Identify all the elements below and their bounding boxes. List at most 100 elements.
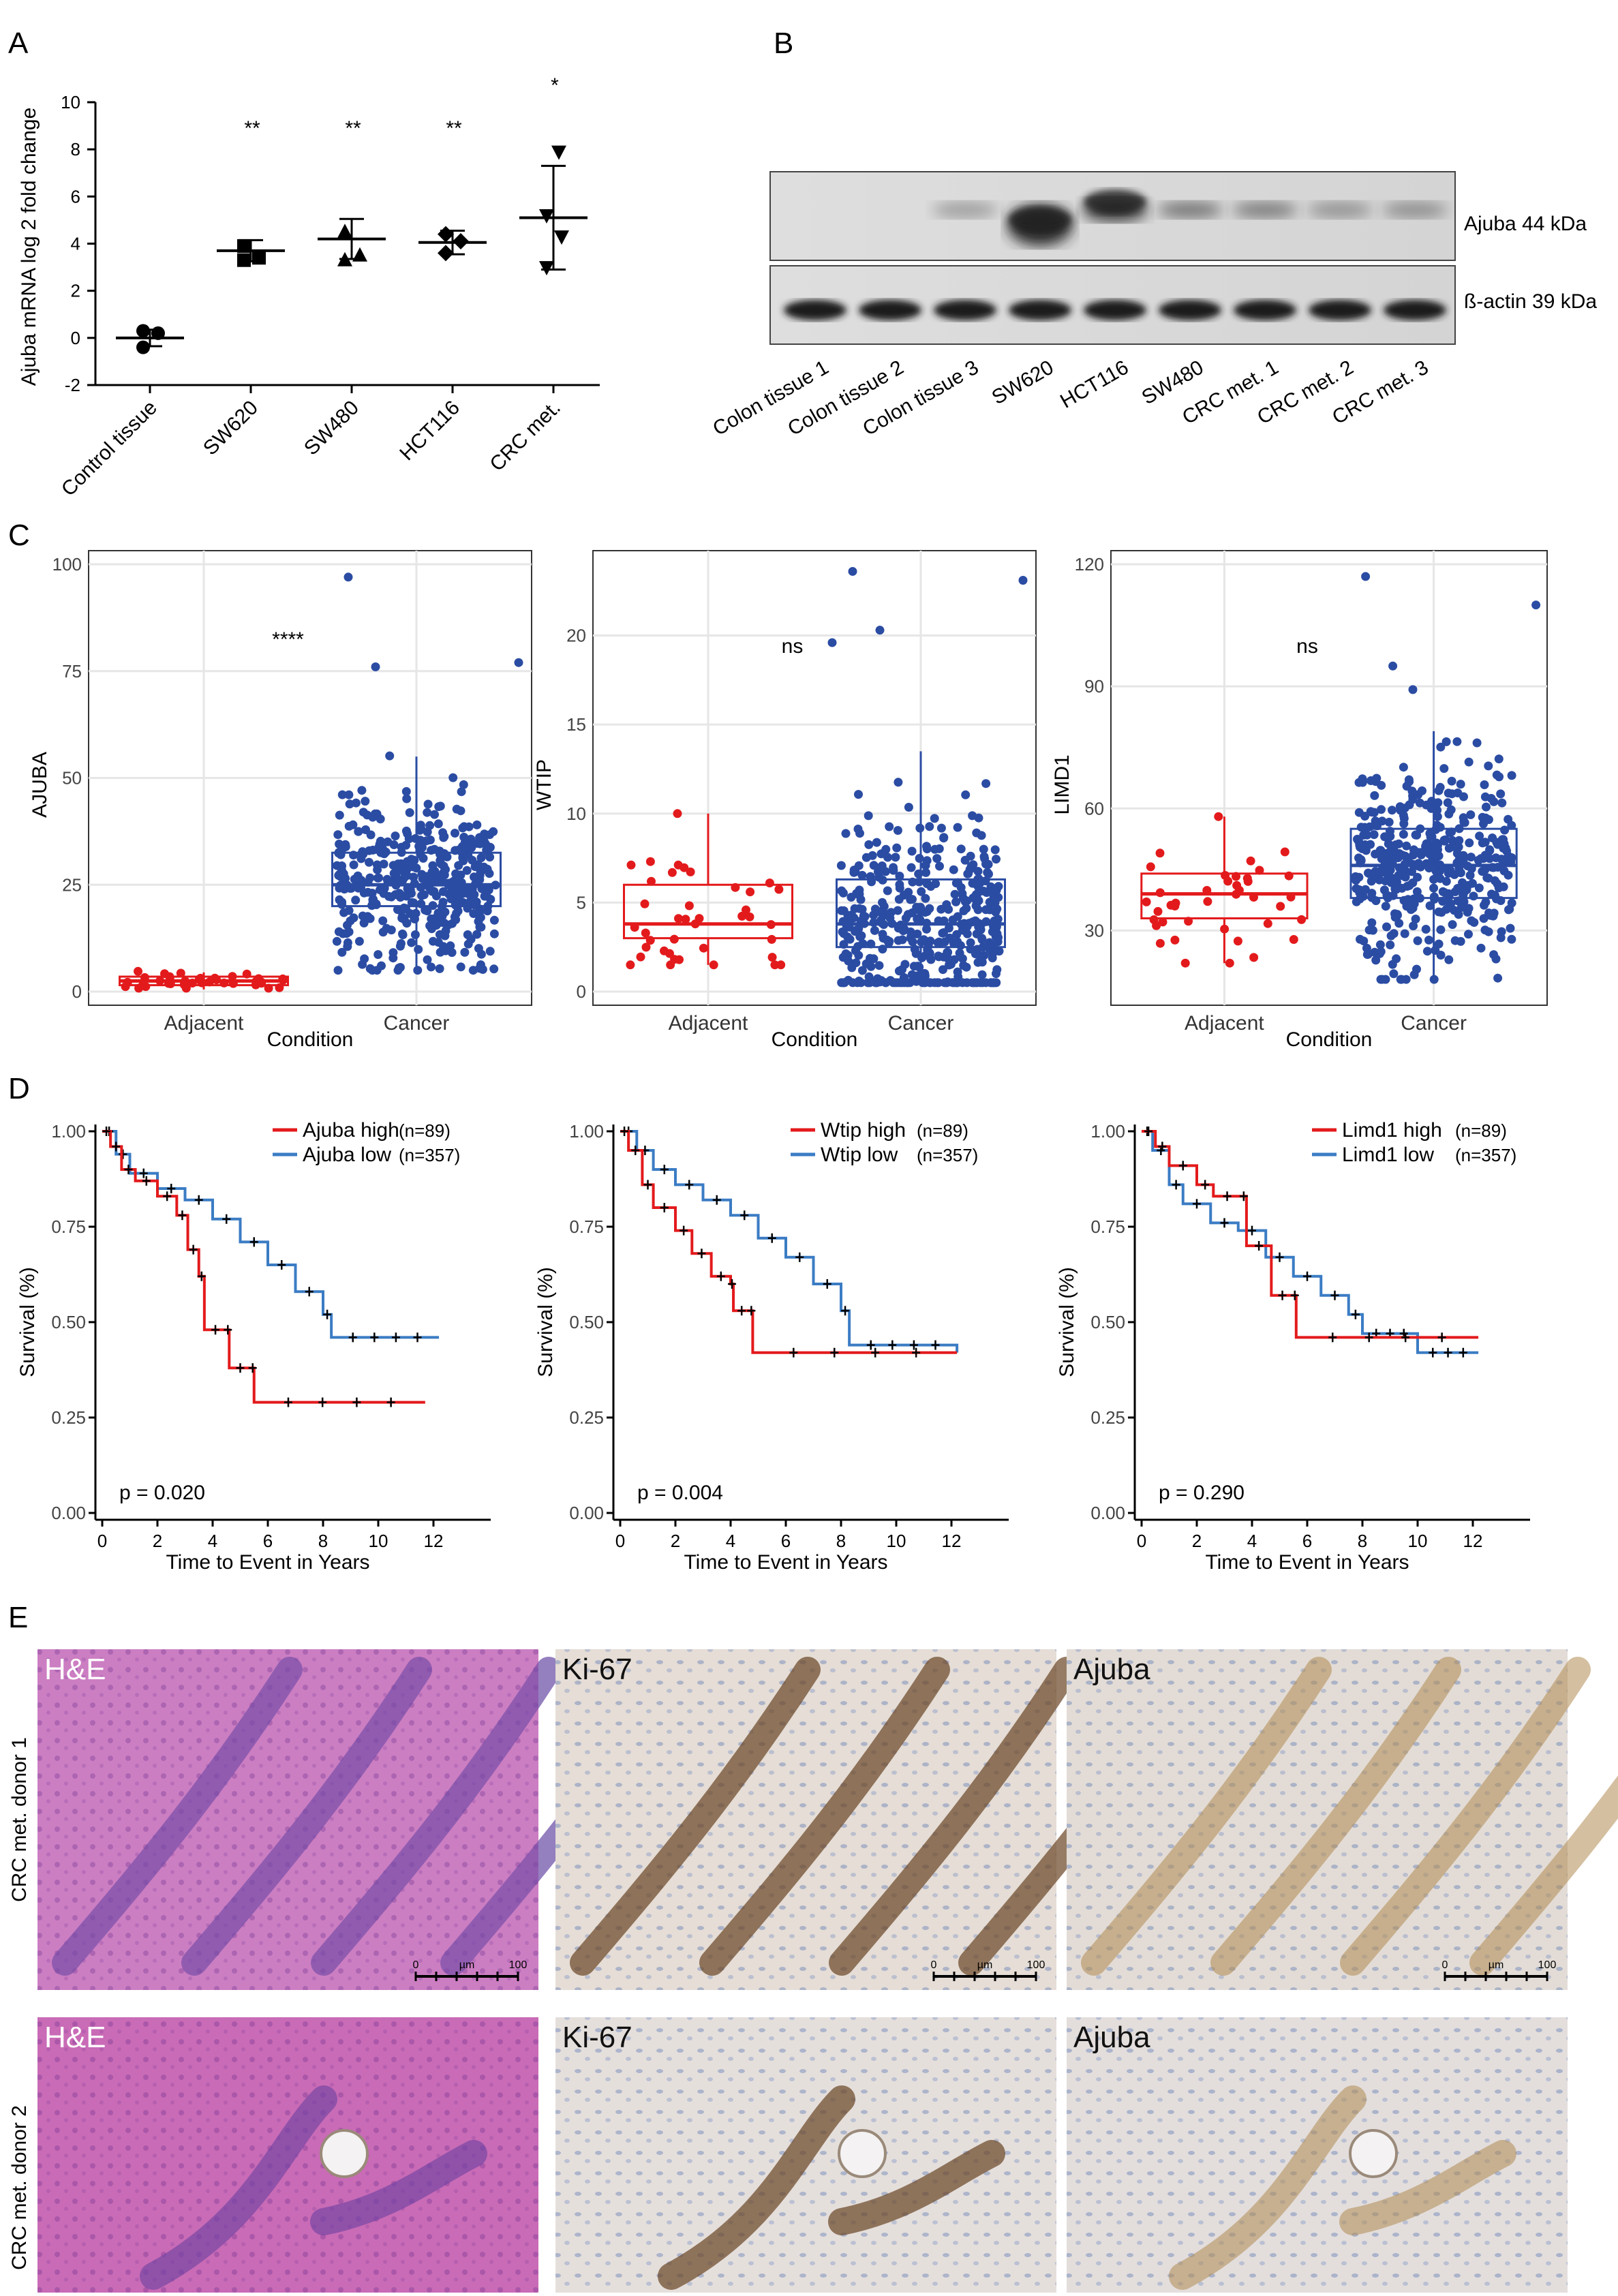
panel-c-point	[939, 833, 949, 843]
panel-c-point	[1484, 761, 1493, 771]
blot-label-actin: ß-actin 39 kDa	[1464, 290, 1597, 313]
panel-d-legend-low: Limd1 low	[1342, 1144, 1434, 1166]
panel-c-point	[1489, 908, 1499, 918]
panel-c-point	[977, 935, 987, 945]
panel-c-point	[1480, 792, 1490, 801]
panel-c-point	[402, 919, 412, 928]
panel-c-y-tick-label: 5	[577, 892, 586, 913]
panel-c-point	[893, 826, 902, 835]
panel-c-outlier	[1018, 576, 1028, 585]
panel-d-x-tick-label: 8	[1358, 1531, 1367, 1551]
panel-c-point	[1494, 883, 1503, 893]
panel-c-point	[1394, 849, 1404, 858]
panel-c-point	[1297, 915, 1307, 924]
panel-e-stain-label: Ajuba	[1073, 1653, 1150, 1686]
panel-d-x-label: Time to Event in Years	[684, 1551, 887, 1574]
panel-d-y-tick-label: 0.25	[1090, 1407, 1125, 1428]
panel-d-y-tick-label: 0.50	[569, 1312, 604, 1332]
panel-d-legend-low: Ajuba low	[303, 1144, 391, 1166]
panel-c-point	[977, 970, 987, 979]
blot-band-actin	[1084, 300, 1146, 320]
panel-d-censor-mark	[163, 1191, 172, 1201]
panel-e-lumen	[1349, 2129, 1398, 2178]
panel-d-censor-mark	[248, 1363, 257, 1373]
panel-c-point	[1354, 872, 1364, 882]
panel-c-point	[414, 945, 423, 954]
panel-c-point	[1356, 934, 1364, 944]
panel-d-y-label: Survival (%)	[534, 1267, 557, 1377]
panel-d-censor-mark	[660, 1203, 669, 1212]
panel-c-point	[1439, 764, 1449, 774]
panel-a-point	[438, 226, 454, 243]
panel-d-x-tick-label: 2	[153, 1531, 162, 1551]
panel-e-image-0-0: H&E 0 µm 100	[37, 1649, 691, 1990]
panel-c-point	[439, 861, 448, 871]
panel-d-censor-mark	[178, 1210, 187, 1221]
panel-c-point	[1392, 885, 1401, 894]
panel-c-point	[1371, 849, 1380, 859]
panel-d-censor-mark	[795, 1252, 804, 1262]
panel-c-point	[853, 825, 863, 833]
panel-c-y-tick-label: 90	[1084, 676, 1104, 697]
panel-d-x-tick-label: 4	[1247, 1531, 1257, 1551]
panel-c-point	[397, 842, 406, 852]
panel-c-point	[953, 823, 962, 832]
panel-c-point	[1434, 851, 1444, 861]
panel-c-point	[431, 891, 441, 901]
panel-c-point	[948, 915, 958, 925]
panel-d-censor-mark	[102, 1127, 111, 1136]
panel-e-stroma-tint	[37, 1649, 538, 1990]
panel-d-censor-mark	[1444, 1347, 1452, 1358]
panel-c-point	[1399, 829, 1408, 839]
panel-d-kaplan-meier: 1.00 0.75 0.50 0.25 0.00 0 2 4 6 8 10 12 Survival (%…	[16, 1119, 1530, 1574]
panel-e-gland	[699, 1657, 950, 1976]
panel-c-y-label: LIMD1	[1051, 754, 1073, 814]
panel-c-point	[1366, 807, 1375, 816]
panel-c-point	[1180, 958, 1190, 968]
panel-c-point	[436, 849, 444, 859]
panel-c-point	[1395, 802, 1405, 812]
panel-c-point	[944, 904, 953, 914]
panel-c-significance: ****	[272, 628, 304, 651]
panel-d-censor-mark	[728, 1279, 737, 1289]
panel-c-point	[1478, 812, 1487, 822]
panel-c-point	[903, 978, 913, 988]
panel-c-point	[983, 868, 992, 877]
panel-c-point	[1466, 810, 1476, 819]
panel-e-gland	[1210, 1657, 1461, 1976]
panel-c-point	[440, 870, 449, 880]
panel-c-point	[641, 928, 650, 938]
panel-d-censor-mark	[1193, 1199, 1201, 1209]
panel-letter-c: C	[8, 519, 30, 552]
panel-d-censor-mark	[318, 1397, 327, 1407]
panel-c-point	[1497, 835, 1507, 844]
panel-d-legend-high-n: (n=89)	[917, 1120, 968, 1141]
panel-c-point	[1382, 849, 1391, 859]
panel-c-point	[992, 855, 1001, 864]
panel-c-point	[372, 860, 382, 870]
panel-c-point	[1153, 906, 1163, 916]
panel-d-censor-mark	[142, 1176, 151, 1186]
panel-c-point	[933, 938, 943, 947]
panel-c-point	[870, 925, 879, 935]
panel-c-point	[1381, 902, 1390, 911]
panel-c-point	[1386, 931, 1396, 940]
panel-c-point	[459, 780, 468, 789]
panel-c-point	[409, 898, 418, 908]
panel-c-point	[1386, 873, 1396, 883]
panel-d-legend-high-n: (n=89)	[399, 1120, 451, 1141]
panel-c-point	[1255, 866, 1264, 875]
panel-c-point	[1496, 789, 1506, 799]
panel-c-point	[423, 799, 433, 809]
panel-c-point	[906, 927, 915, 936]
panel-e-histology: CRC met. donor 1 H&E 0 µm 100 Ki-67 0 µm 100 Ajub…	[8, 1649, 1618, 2296]
panel-c-point	[767, 953, 777, 962]
panel-c-point	[974, 813, 983, 823]
panel-c-plot-wtip: 0 5 10 15 20 WTIP Adjacent Cancer Condition ns	[533, 550, 1037, 1051]
panel-d-y-label: Survival (%)	[1056, 1267, 1078, 1377]
panel-c-point	[1413, 936, 1422, 945]
panel-c-point	[339, 869, 348, 878]
panel-a-group-2: ** SW480	[300, 117, 386, 460]
panel-d-curve-high	[620, 1130, 958, 1354]
panel-d-legend-low-n: (n=357)	[399, 1145, 460, 1165]
